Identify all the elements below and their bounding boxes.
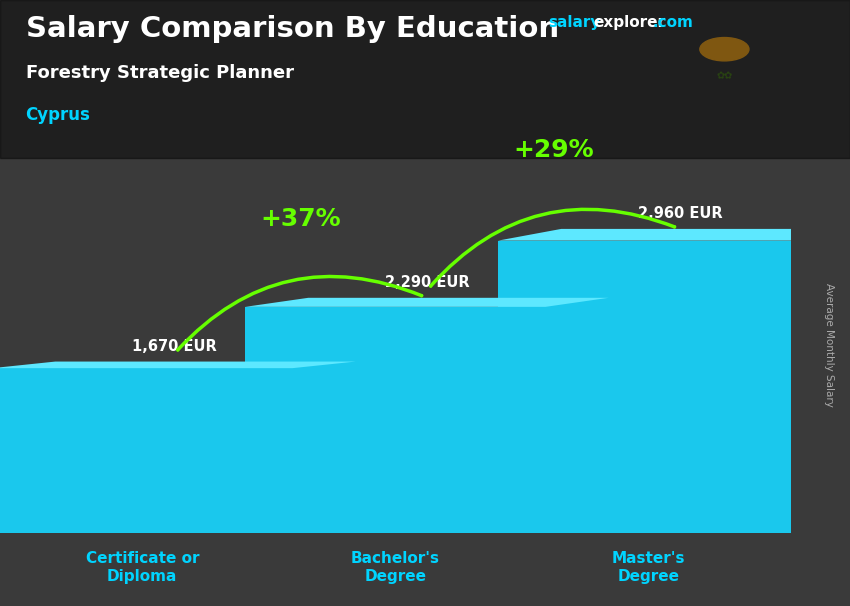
Text: ✿✿: ✿✿ [717,71,733,81]
Polygon shape [245,307,546,533]
Text: Master's
Degree: Master's Degree [611,551,685,584]
Polygon shape [798,229,850,533]
Ellipse shape [700,38,749,61]
Text: salary: salary [548,15,601,30]
Text: 2,290 EUR: 2,290 EUR [384,275,469,290]
Polygon shape [498,229,850,241]
Text: +29%: +29% [513,138,593,162]
Text: Bachelor's
Degree: Bachelor's Degree [351,551,439,584]
Text: Salary Comparison By Education: Salary Comparison By Education [26,15,558,43]
Text: Forestry Strategic Planner: Forestry Strategic Planner [26,64,293,82]
Text: explorer: explorer [593,15,666,30]
Text: Average Monthly Salary: Average Monthly Salary [824,284,834,407]
Polygon shape [546,298,609,533]
Polygon shape [498,241,798,533]
Text: .com: .com [653,15,694,30]
Polygon shape [245,298,609,307]
Polygon shape [0,362,355,368]
Polygon shape [0,368,292,533]
Text: +37%: +37% [260,207,341,231]
Text: Cyprus: Cyprus [26,106,90,124]
Text: Certificate or
Diploma: Certificate or Diploma [86,551,199,584]
Text: 1,670 EUR: 1,670 EUR [132,339,216,354]
Polygon shape [292,362,355,533]
Text: 2,960 EUR: 2,960 EUR [638,207,722,221]
